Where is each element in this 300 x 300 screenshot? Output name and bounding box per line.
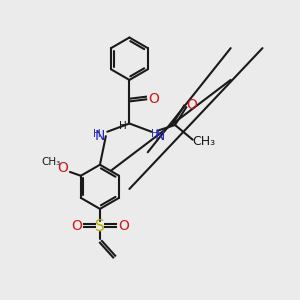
Text: O: O [71, 219, 82, 233]
Text: CH₃: CH₃ [42, 157, 61, 167]
Text: H: H [119, 121, 127, 130]
Text: O: O [118, 219, 129, 233]
Text: H: H [152, 129, 159, 139]
Text: H: H [92, 129, 100, 139]
Text: S: S [95, 219, 105, 234]
Text: O: O [186, 98, 197, 112]
Text: O: O [58, 160, 69, 175]
Text: N: N [95, 129, 105, 143]
Text: N: N [154, 129, 165, 143]
Text: CH₃: CH₃ [192, 135, 215, 148]
Text: O: O [148, 92, 159, 106]
